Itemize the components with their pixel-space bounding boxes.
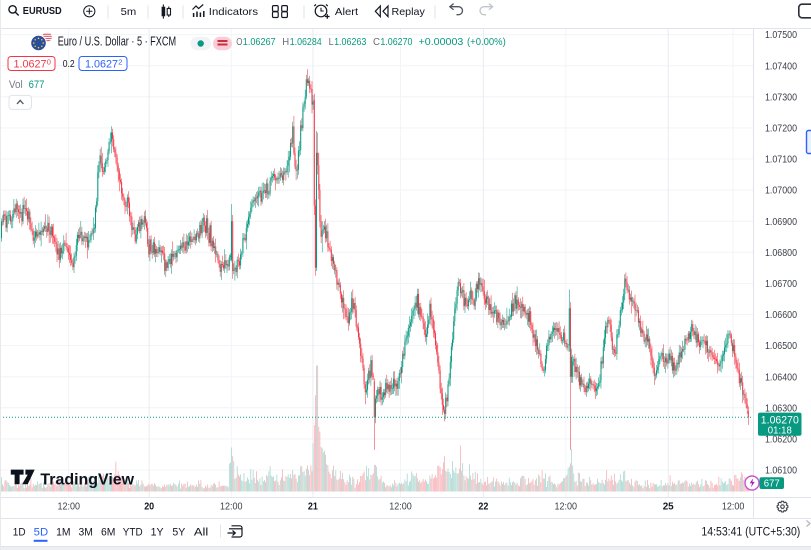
svg-text:21: 21 [308,500,318,512]
svg-text:1.06200: 1.06200 [765,435,797,446]
svg-text:1.07300: 1.07300 [765,92,797,103]
svg-text:1.07200: 1.07200 [765,124,797,135]
svg-text:H: H [282,36,289,48]
svg-text:3M: 3M [79,526,93,538]
svg-text:0.2: 0.2 [63,59,75,70]
svg-text:5D: 5D [34,526,48,538]
svg-text:20: 20 [144,500,154,512]
svg-text:12:00: 12:00 [220,500,243,512]
svg-text:1.06600: 1.06600 [765,310,797,321]
svg-text:1.06300: 1.06300 [765,403,797,414]
svg-text:2: 2 [118,58,122,67]
svg-text:14:53:41 (UTC+5:30): 14:53:41 (UTC+5:30) [701,527,800,539]
svg-text:1.07000: 1.07000 [765,186,797,197]
svg-text:1.06263: 1.06263 [334,36,366,48]
svg-text:01:18: 01:18 [768,425,793,436]
svg-text:1.06270: 1.06270 [761,414,799,426]
svg-text:1Y: 1Y [151,526,165,538]
svg-text:1.06400: 1.06400 [765,372,797,383]
svg-text:6M: 6M [101,526,115,538]
svg-text:0: 0 [47,58,51,67]
svg-text:Euro / U.S. Dollar · 5 · FXCM: Euro / U.S. Dollar · 5 · FXCM [58,35,176,49]
svg-text:677: 677 [764,478,780,489]
svg-text:Indicators: Indicators [209,6,258,18]
svg-text:+0.00003: +0.00003 [419,36,464,48]
svg-text:1.07500: 1.07500 [765,30,797,41]
svg-text:C: C [373,36,380,48]
svg-text:12:00: 12:00 [58,500,81,512]
svg-text:1D: 1D [13,526,26,538]
svg-text:1.06100: 1.06100 [765,466,797,477]
svg-text:1.0627: 1.0627 [14,58,47,70]
svg-text:22: 22 [478,500,488,512]
svg-text:1.07100: 1.07100 [765,155,797,166]
svg-text:O: O [236,36,242,48]
svg-text:25: 25 [663,500,674,512]
svg-text:1.06500: 1.06500 [765,341,797,352]
svg-text:(+0.00%): (+0.00%) [467,36,506,48]
svg-text:All: All [194,526,208,538]
svg-text:EURUSD: EURUSD [23,5,62,17]
svg-text:Replay: Replay [392,6,426,18]
svg-text:1M: 1M [56,526,70,538]
svg-text:1.06267: 1.06267 [243,36,276,48]
svg-text:1.06800: 1.06800 [765,248,797,259]
svg-text:1.06700: 1.06700 [765,279,797,290]
svg-text:1.06900: 1.06900 [765,217,797,228]
svg-text:TradingView: TradingView [40,472,134,489]
svg-text:5Y: 5Y [172,526,186,538]
svg-text:Alert: Alert [335,6,358,18]
svg-text:1.07400: 1.07400 [765,61,797,72]
svg-text:12:00: 12:00 [389,500,412,512]
svg-text:Vol: Vol [9,79,23,91]
svg-text:12:00: 12:00 [555,500,578,512]
svg-text:1.06270: 1.06270 [380,36,412,48]
svg-text:12:00: 12:00 [722,500,745,512]
svg-text:1.0627: 1.0627 [85,58,118,70]
svg-text:1.06284: 1.06284 [290,36,322,48]
svg-text:5m: 5m [121,6,137,18]
svg-text:677: 677 [29,79,45,91]
svg-text:L: L [329,36,334,48]
svg-text:YTD: YTD [123,526,143,538]
